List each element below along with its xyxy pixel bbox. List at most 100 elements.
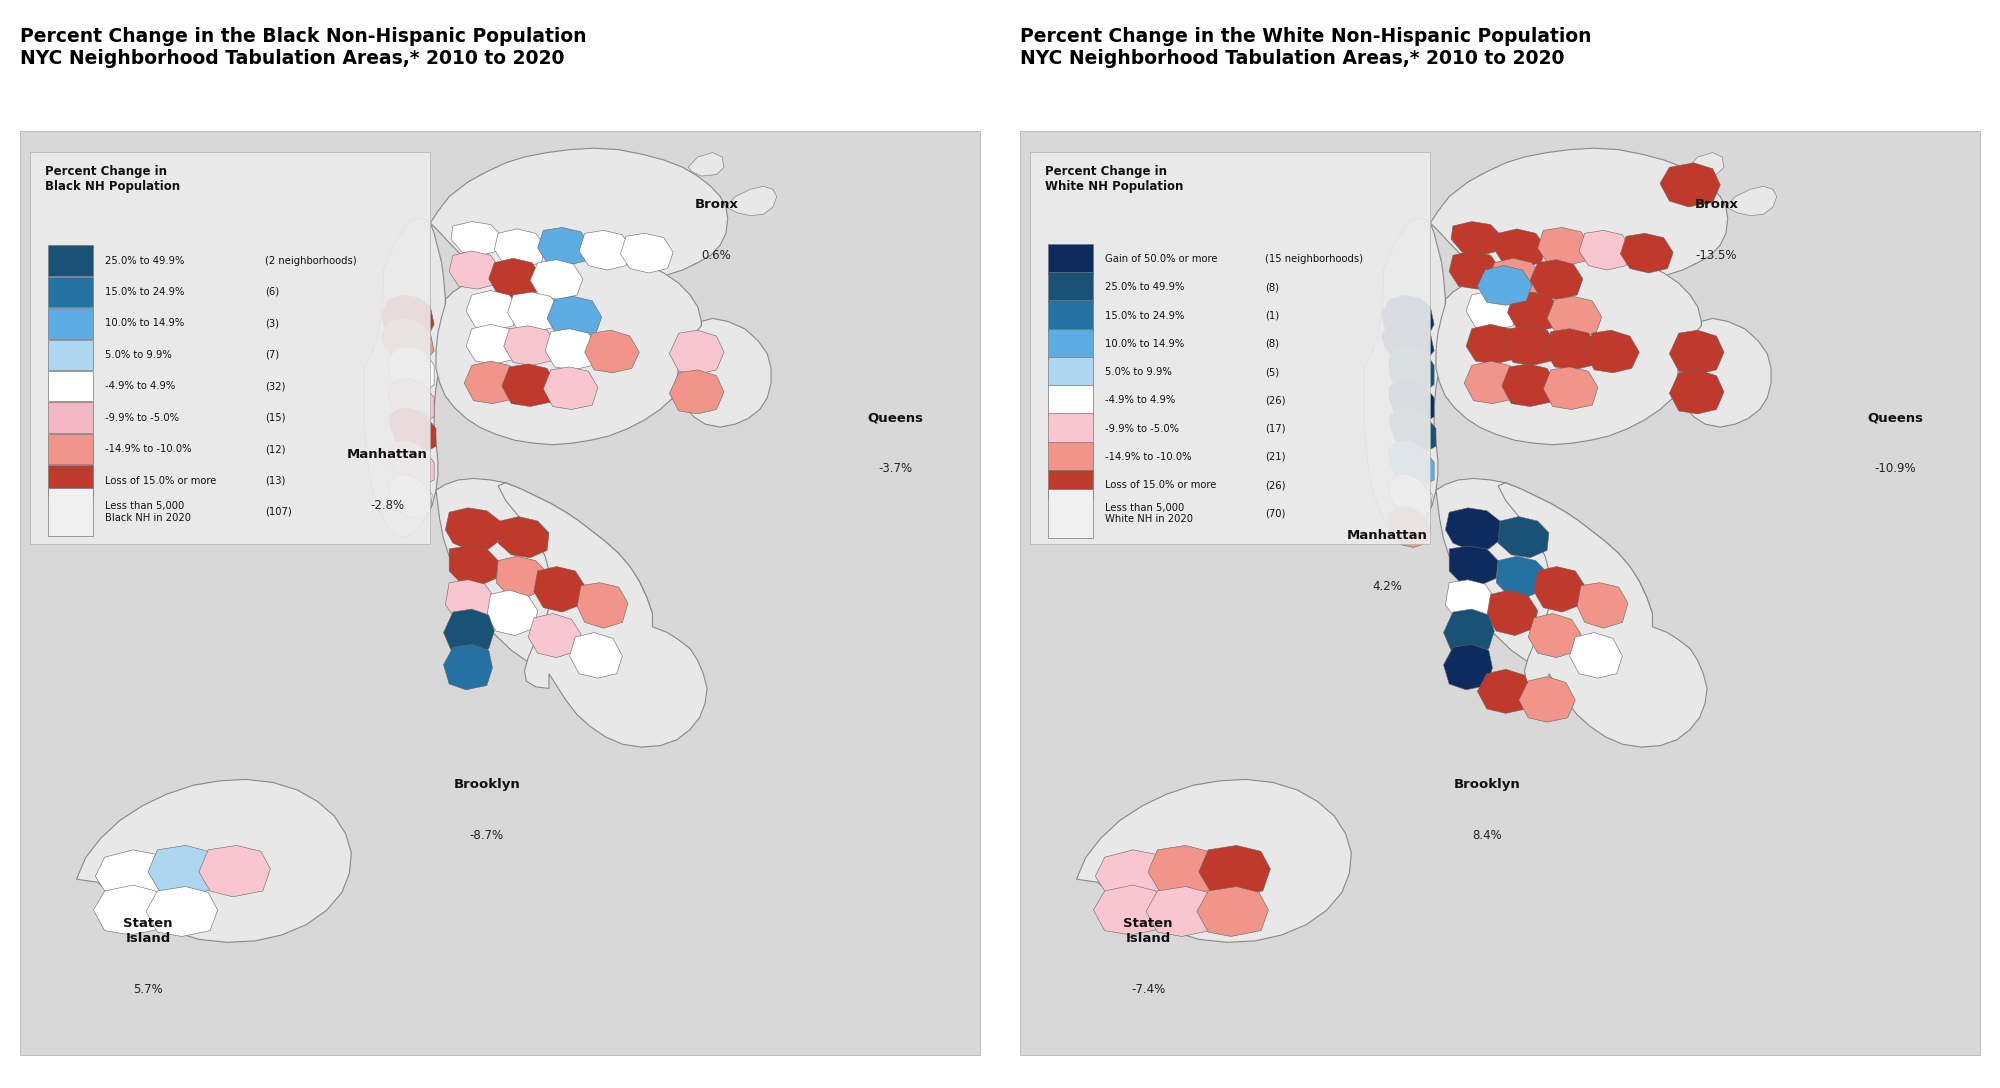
Polygon shape — [1580, 231, 1632, 270]
Polygon shape — [450, 546, 498, 585]
Text: Less than 5,000
Black NH in 2020: Less than 5,000 Black NH in 2020 — [104, 502, 192, 522]
Text: 10.0% to 14.9%: 10.0% to 14.9% — [104, 319, 184, 329]
Text: -4.9% to 4.9%: -4.9% to 4.9% — [104, 381, 176, 392]
Polygon shape — [1620, 233, 1674, 273]
Polygon shape — [1508, 292, 1560, 332]
Text: Percent Change in the White Non-Hispanic Population
NYC Neighborhood Tabulation : Percent Change in the White Non-Hispanic… — [1020, 27, 1592, 69]
Text: (26): (26) — [1266, 395, 1286, 406]
Polygon shape — [498, 517, 548, 558]
Polygon shape — [1546, 329, 1598, 370]
Polygon shape — [508, 292, 560, 332]
Text: Bronx: Bronx — [694, 198, 738, 211]
Polygon shape — [1498, 517, 1548, 558]
Polygon shape — [388, 408, 436, 454]
Text: 5.7%: 5.7% — [134, 984, 162, 997]
Polygon shape — [570, 632, 622, 678]
Text: -14.9% to -10.0%: -14.9% to -10.0% — [1104, 452, 1192, 462]
Text: Less than 5,000
White NH in 2020: Less than 5,000 White NH in 2020 — [1104, 503, 1192, 524]
Polygon shape — [726, 186, 776, 215]
Polygon shape — [1578, 583, 1628, 628]
Bar — [1020, 131, 1980, 1055]
Text: 15.0% to 24.9%: 15.0% to 24.9% — [104, 287, 184, 297]
Text: -3.7%: -3.7% — [878, 462, 912, 475]
Bar — [20, 131, 980, 1055]
Polygon shape — [1660, 163, 1720, 207]
Polygon shape — [1496, 556, 1548, 597]
Polygon shape — [1388, 346, 1434, 394]
Polygon shape — [444, 609, 494, 655]
Text: -14.9% to -10.0%: -14.9% to -10.0% — [104, 444, 192, 454]
Polygon shape — [450, 251, 500, 289]
Polygon shape — [452, 222, 502, 256]
Bar — [48, 466, 92, 496]
Text: -13.5%: -13.5% — [1696, 249, 1738, 262]
Text: (7): (7) — [264, 350, 280, 360]
Polygon shape — [1388, 408, 1436, 454]
Text: (32): (32) — [264, 381, 286, 392]
Bar — [1048, 300, 1092, 331]
Text: (13): (13) — [264, 475, 286, 485]
Polygon shape — [1382, 295, 1434, 345]
Text: (26): (26) — [1266, 480, 1286, 491]
Bar — [48, 403, 92, 433]
Polygon shape — [548, 296, 602, 337]
Polygon shape — [1544, 367, 1598, 409]
Polygon shape — [1430, 148, 1728, 285]
Text: Percent Change in
Black NH Population: Percent Change in Black NH Population — [44, 165, 180, 194]
Bar — [1048, 470, 1092, 500]
Text: Staten
Island: Staten Island — [1124, 917, 1172, 945]
Polygon shape — [1534, 567, 1584, 613]
Bar — [48, 308, 92, 338]
Text: Percent Change in the Black Non-Hispanic Population
NYC Neighborhood Tabulation : Percent Change in the Black Non-Hispanic… — [20, 27, 586, 69]
Bar — [1030, 152, 1430, 544]
Text: 15.0% to 24.9%: 15.0% to 24.9% — [1104, 310, 1184, 321]
Polygon shape — [388, 379, 434, 424]
Polygon shape — [1450, 251, 1500, 289]
Text: Percent Change in
White NH Population: Percent Change in White NH Population — [1044, 165, 1184, 194]
Polygon shape — [76, 779, 352, 942]
Polygon shape — [1436, 479, 1652, 681]
Polygon shape — [1466, 324, 1518, 364]
Polygon shape — [1450, 546, 1498, 585]
Bar — [48, 371, 92, 401]
Polygon shape — [676, 319, 772, 428]
Polygon shape — [1478, 265, 1532, 306]
Polygon shape — [1388, 474, 1432, 518]
Polygon shape — [1504, 325, 1556, 366]
Polygon shape — [486, 590, 538, 635]
Polygon shape — [1388, 379, 1434, 424]
Polygon shape — [1446, 580, 1494, 622]
Text: Brooklyn: Brooklyn — [1454, 778, 1520, 791]
Polygon shape — [1670, 370, 1724, 413]
Polygon shape — [546, 329, 598, 370]
Polygon shape — [584, 330, 640, 373]
Polygon shape — [466, 324, 518, 364]
Polygon shape — [388, 346, 434, 394]
Polygon shape — [1676, 319, 1772, 428]
Polygon shape — [1446, 508, 1502, 551]
Text: (17): (17) — [1266, 423, 1286, 434]
Text: 25.0% to 49.9%: 25.0% to 49.9% — [104, 256, 184, 265]
Text: 4.2%: 4.2% — [1372, 580, 1402, 593]
Text: Manhattan: Manhattan — [1346, 529, 1428, 542]
Bar — [1048, 490, 1092, 537]
Text: (2 neighborhoods): (2 neighborhoods) — [264, 256, 356, 265]
Polygon shape — [496, 556, 548, 597]
Polygon shape — [544, 367, 598, 409]
Text: Loss of 15.0% or more: Loss of 15.0% or more — [1104, 480, 1216, 491]
Polygon shape — [538, 227, 590, 265]
Polygon shape — [1436, 252, 1702, 445]
Polygon shape — [670, 370, 724, 413]
Polygon shape — [1364, 219, 1446, 537]
Text: (5): (5) — [1266, 367, 1280, 378]
Polygon shape — [1726, 186, 1776, 215]
Polygon shape — [444, 644, 492, 690]
Text: Bronx: Bronx — [1694, 198, 1738, 211]
Text: -8.7%: -8.7% — [470, 829, 504, 842]
Polygon shape — [446, 580, 494, 622]
Polygon shape — [1464, 361, 1518, 404]
Polygon shape — [382, 319, 434, 366]
Polygon shape — [1452, 222, 1502, 256]
Polygon shape — [620, 233, 674, 273]
Polygon shape — [1548, 296, 1602, 337]
